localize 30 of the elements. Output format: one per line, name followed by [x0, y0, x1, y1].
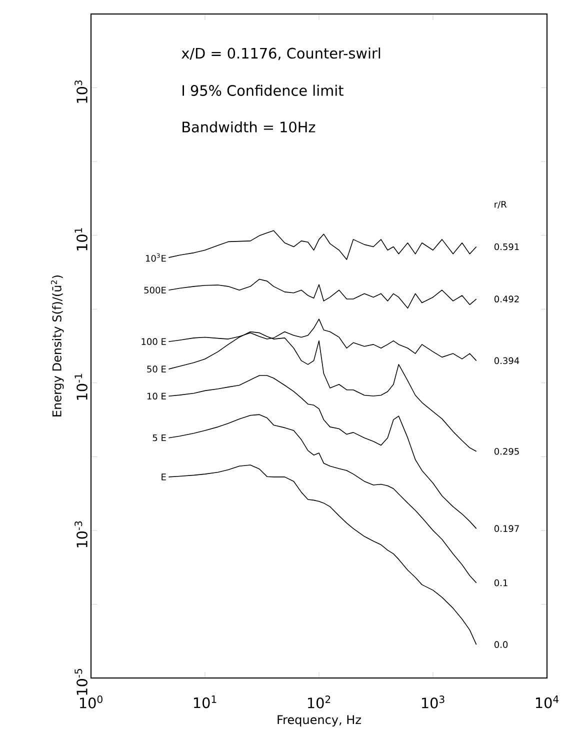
annotation: 0.295 [494, 448, 519, 455]
x-tick-label: 10$^{4}$ [536, 696, 559, 708]
annotation: r/R [494, 201, 507, 208]
series-label: 10$^{3}$E [146, 253, 166, 262]
annotation: 0.197 [494, 525, 519, 532]
annotation: 0.0 [494, 641, 508, 648]
x-tick-label: 10$^{2}$ [308, 696, 330, 708]
annotation: 0.591 [494, 243, 519, 250]
series-label: 100 E [142, 338, 166, 345]
x-axis-title: Frequency, Hz [278, 715, 361, 726]
annotation: x/D = 0.1176, Counter-swirl [182, 48, 380, 60]
y-tick-label: 10$^{-3}$ [74, 521, 88, 548]
y-tick-label: 10$^{3}$ [74, 80, 88, 103]
annotation: 0.394 [494, 357, 520, 364]
x-tick-label: 10$^{3}$ [422, 696, 444, 708]
annotation: 0.492 [494, 296, 519, 302]
x-tick-label: 10$^{1}$ [194, 696, 216, 708]
y-tick-label: 10$^{1}$ [74, 228, 88, 250]
series-label: 500E [144, 286, 166, 294]
annotation: I 95% Confidence limit [182, 84, 344, 96]
x-tick-label: 10$^{0}$ [80, 696, 102, 708]
series-label: E [162, 474, 166, 480]
annotation: Bandwidth = 10Hz [182, 121, 316, 132]
series-label: 50 E [147, 366, 166, 372]
series-label: 5 E [152, 434, 166, 442]
y-axis-title: Energy Density S(f)/(ū$^{2}$) [50, 276, 64, 416]
y-tick-label: 10$^{-1}$ [74, 374, 88, 400]
y-tick-label: 10$^{-5}$ [74, 668, 88, 695]
annotation: 0.1 [494, 579, 508, 586]
series-label: 10 E [147, 392, 166, 400]
